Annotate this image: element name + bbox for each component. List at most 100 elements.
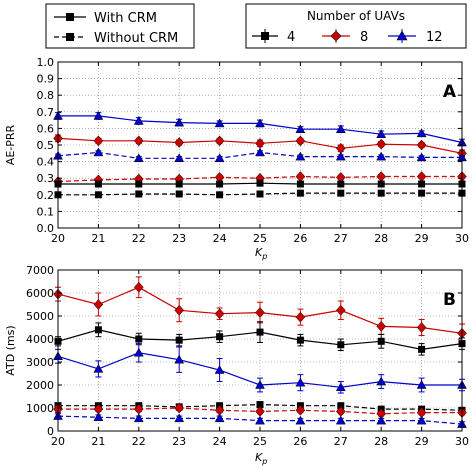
panel-b-ticks: 0 1000 2000 3000 4000 5000 6000 7000 20 21 22 23 24 2… <box>26 264 469 448</box>
panel-b-xtick-label: 25 <box>253 435 267 448</box>
panel-b-series-uav12-without-point <box>174 413 185 423</box>
panel-a-xtick-label: 20 <box>51 232 65 245</box>
panel-a-series-uav4-with-point <box>337 180 345 188</box>
panel-a-series-uav8-with-point <box>93 135 104 147</box>
panel-a-series-uav4-with-point <box>216 180 224 188</box>
panel-a-series-uav4-with-point <box>175 180 183 188</box>
panel-a-xtick-label: 22 <box>132 232 146 245</box>
panel-a-series-uav8-with-point <box>416 139 427 151</box>
panel-b-label: B <box>443 290 456 310</box>
panel-b-xlabel: Kp <box>255 451 267 466</box>
panel-a-ytick-label: 0.0 <box>37 222 55 235</box>
panel-a-series-uav12-with-point <box>133 115 144 125</box>
panel-a-series-uav4-with-point <box>94 180 102 188</box>
panel-b-ytick-label: 0 <box>47 425 54 438</box>
panel-b-series-uav12-without-point <box>376 415 387 425</box>
panel-a-ytick-label: 0.7 <box>37 106 55 119</box>
panel-b-series-uav8-with-point <box>133 281 144 293</box>
legend-with-crm-marker <box>66 13 74 21</box>
panel-b-series-uav12-without-point <box>255 415 265 425</box>
panel-a-ylabel: AE-PRR <box>4 124 17 165</box>
panel-a-xtick-label: 26 <box>293 232 307 245</box>
panel-a-xtick-label: 29 <box>415 232 429 245</box>
legend-uav-4-label: 4 <box>287 30 295 45</box>
panel-b-series-uav4-with-point <box>296 336 304 344</box>
panel-b-xtick-label: 23 <box>172 435 186 448</box>
panel-a-series-uav4-without-point <box>135 190 143 198</box>
panel-a-series-uav4-without-point <box>377 189 385 197</box>
panel-a-series-uav8-with-point <box>376 138 387 150</box>
panel-a-series-uav12-with-point <box>93 110 104 120</box>
panel-b-series-uav12-without-point <box>214 413 225 423</box>
panel-a-series-uav4-with-point <box>296 180 304 188</box>
panel-b-series-uav8-with-point <box>174 304 185 316</box>
panel-a-series-uav4-without-point <box>216 191 224 199</box>
panel-a-xlabel-k: K <box>255 246 263 259</box>
panel-b-xtick-label: 28 <box>374 435 388 448</box>
panel-a-ytick-label: 0.4 <box>37 156 55 169</box>
panel-a-ytick-label: 0.6 <box>37 122 55 135</box>
panel-a-series-uav12-without-point <box>255 147 265 157</box>
panel-a-ytick-label: 0.3 <box>37 172 55 185</box>
panel-a-series-uav8-without-point <box>416 171 427 182</box>
panel-b-ytick-label: 1000 <box>26 402 54 415</box>
panel-b-series-uav8-with-point <box>416 322 427 333</box>
panel-b-series-uav4-with-point <box>216 333 224 341</box>
panel-a-xtick-label: 23 <box>172 232 186 245</box>
panel-b-ytick-label: 4000 <box>26 333 54 346</box>
panel-a-ytick-label: 0.8 <box>37 89 55 102</box>
panel-b-series-uav4-with-point <box>418 345 426 353</box>
panel-b-ytick-label: 6000 <box>26 287 54 300</box>
panel-b-series-uav12-without-point <box>416 415 427 425</box>
panel-b-ytick-label: 3000 <box>26 356 54 369</box>
panel-b-series-uav12-without-point <box>335 415 346 425</box>
panel-b-series-uav12-without-point <box>93 412 104 421</box>
panel-a-series-uav12-without-point <box>335 151 346 161</box>
legend-uav: Number of UAVs 4 8 12 <box>245 3 467 49</box>
panel-b-series-uav12-with-point <box>214 365 225 374</box>
panel-a-series-uav12-without-point <box>295 151 306 161</box>
panel-b-series-uav4-with-point <box>94 326 102 334</box>
panel-a-xlabel-sub: p <box>261 252 267 261</box>
panel-b-series-uav4-with-point <box>377 337 385 345</box>
panel-a-series-uav12-with-point <box>214 118 225 128</box>
panel-a-series-uav8-with-point <box>133 135 144 147</box>
panel-b-series-uav8-without-point <box>295 404 306 416</box>
panel-a-series-uav8-without-point <box>295 171 306 182</box>
panel-a-series-uav4-without-point <box>94 191 102 199</box>
legend-uav-8: 8 <box>322 29 368 45</box>
panel-a-series-uav12-with-point <box>335 124 346 133</box>
panel-b-series-uav8-with-point <box>93 299 104 310</box>
panel-a-label: A <box>443 82 457 102</box>
panel-b-series-uav12-with-point <box>174 354 185 364</box>
panel-b-ytick-label: 7000 <box>26 264 54 277</box>
panel-b-series-uav8-with-point <box>295 311 306 323</box>
panel-a-series-uav4-without-point <box>256 190 264 198</box>
panel-b-xlabel-k: K <box>255 451 263 464</box>
panel-b-series-uav12-without-point <box>133 413 144 423</box>
panel-b-series-uav4-without-point <box>256 401 264 409</box>
panel-a-series-uav8-without-point <box>376 171 387 182</box>
panel-a-xtick-label: 25 <box>253 232 267 245</box>
panel-a-series-uav12-without-point <box>416 152 427 162</box>
panel-b-series-uav8-with-point <box>214 308 225 320</box>
panel-a-series-uav4-without-point <box>175 190 183 198</box>
panel-a-series-uav4-with-point <box>256 179 264 187</box>
panel-b-series-uav4-with-point <box>256 328 264 336</box>
panel-a-ytick-label: 0.5 <box>37 139 55 152</box>
panel-a-series-uav12-without-point <box>93 147 104 157</box>
panel-a-xlabel: Kp <box>255 246 267 261</box>
panel-a-series-uav12-with-point <box>174 117 185 127</box>
panel-b-series-uav8-with-point <box>376 320 387 332</box>
panel-a-ytick-label: 0.9 <box>37 73 55 86</box>
panel-a-series-uav8-with-point <box>174 137 185 148</box>
panel-b-xtick-label: 20 <box>51 435 65 448</box>
panel-b-xtick-label: 22 <box>132 435 146 448</box>
panel-b-series-uav8-without-point <box>174 402 185 414</box>
panel-b-series-uav12-with-point <box>295 377 306 387</box>
legend-uav-frame <box>245 3 467 49</box>
panel-b-xtick-label: 29 <box>415 435 429 448</box>
panel-b-series-uav4-with-point <box>135 335 143 343</box>
legend-uav-12-marker <box>396 30 408 41</box>
chart-panel-a: 0.0 0.1 0.2 0.3 0.4 0.5 0.6 0.7 0.8 0.9 1.0 20 21 22 2… <box>4 56 469 261</box>
